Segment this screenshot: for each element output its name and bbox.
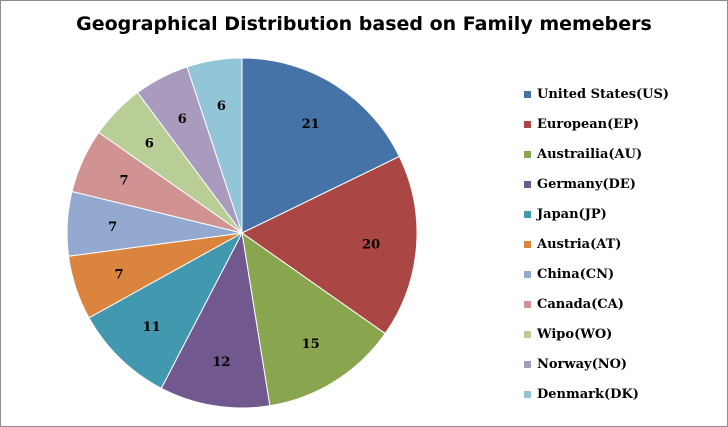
legend-label-3: Germany(DE): [537, 176, 636, 192]
legend-label-7: Canada(CA): [537, 296, 624, 312]
data-label-8: 6: [145, 137, 154, 152]
data-label-10: 6: [217, 99, 226, 114]
legend-swatch-5: [524, 240, 531, 248]
legend-item-5: Austria(AT): [524, 229, 669, 259]
legend-label-0: United States(US): [537, 86, 670, 102]
legend-item-6: China(CN): [524, 259, 669, 289]
pie-slice-2: [241, 231, 386, 407]
legend-item-2: Austrailia(AU): [524, 139, 669, 169]
data-label-4: 11: [143, 320, 161, 335]
legend-item-7: Canada(CA): [524, 289, 669, 319]
data-label-1: 20: [362, 237, 380, 252]
legend-label-1: European(EP): [537, 116, 640, 132]
legend-item-8: Wipo(WO): [524, 319, 669, 349]
legend-label-5: Austria(AT): [537, 236, 622, 252]
pie-slice-10: [186, 57, 243, 234]
legend: United States(US) European(EP) Austrailia(…: [524, 79, 669, 409]
legend-swatch-2: [524, 150, 531, 158]
legend-label-6: China(CN): [537, 266, 615, 282]
legend-swatch-10: [524, 390, 531, 398]
legend-item-3: Germany(DE): [524, 169, 669, 199]
legend-item-9: Norway(NO): [524, 349, 669, 379]
legend-label-4: Japan(JP): [537, 206, 607, 222]
legend-item-10: Denmark(DK): [524, 379, 669, 409]
legend-item-4: Japan(JP): [524, 199, 669, 229]
legend-item-0: United States(US): [524, 79, 669, 109]
data-label-2: 15: [302, 337, 320, 352]
chart-title: Geographical Distribution based on Famil…: [76, 13, 652, 35]
pie-slice-1: [241, 155, 418, 335]
data-label-7: 7: [120, 173, 129, 188]
legend-swatch-8: [524, 330, 531, 338]
legend-swatch-1: [524, 120, 531, 128]
legend-swatch-3: [524, 180, 531, 188]
legend-swatch-9: [524, 360, 531, 368]
legend-swatch-6: [524, 270, 531, 278]
legend-item-1: European(EP): [524, 109, 669, 139]
legend-label-2: Austrailia(AU): [537, 146, 643, 162]
pie-slice-0: [241, 57, 401, 234]
legend-label-10: Denmark(DK): [537, 386, 639, 402]
legend-label-8: Wipo(WO): [537, 326, 613, 342]
data-label-0: 21: [302, 117, 320, 132]
pie-slice-4: [88, 231, 244, 389]
legend-label-9: Norway(NO): [537, 356, 628, 372]
data-label-5: 7: [115, 268, 124, 283]
legend-swatch-0: [524, 90, 531, 98]
data-label-9: 6: [178, 112, 187, 127]
legend-swatch-7: [524, 300, 531, 308]
data-label-6: 7: [108, 220, 117, 235]
legend-swatch-4: [524, 210, 531, 218]
data-label-3: 12: [212, 355, 230, 370]
pie-slice-3: [160, 231, 271, 409]
